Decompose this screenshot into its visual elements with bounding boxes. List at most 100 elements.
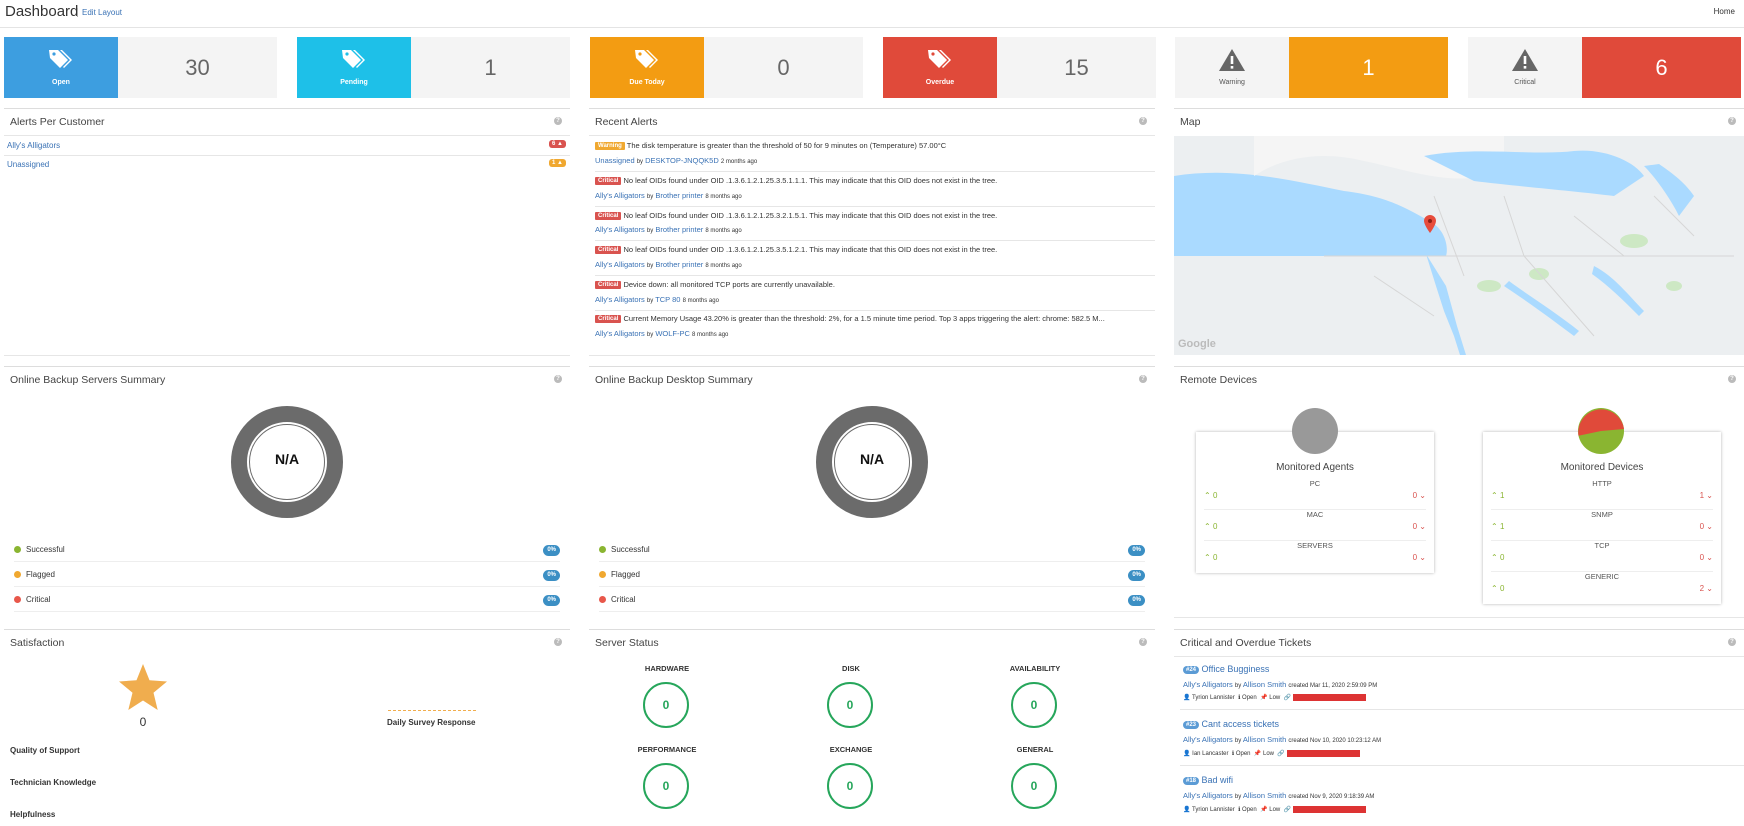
legend-value: 0% <box>1128 570 1145 581</box>
customer-link[interactable]: Ally's Alligators <box>1183 791 1233 800</box>
panel-title: Critical and Overdue Tickets <box>1180 637 1312 649</box>
customer-link[interactable]: Ally's Alligators <box>595 225 645 234</box>
tile-due-today[interactable]: Due Today 0 <box>590 37 863 98</box>
edit-layout-link[interactable]: Edit Layout <box>77 8 122 17</box>
ticket-meta: Ally's Alligators by Allison Smith creat… <box>1183 680 1377 689</box>
ticket-priority: Low <box>1263 751 1275 758</box>
customer-link[interactable]: Ally's Alligators <box>595 329 645 338</box>
status-circle[interactable]: 0 <box>827 682 873 728</box>
panel-title: Recent Alerts <box>595 116 658 128</box>
help-icon[interactable]: ? <box>1139 375 1147 383</box>
device-link[interactable]: WOLF-PC <box>655 329 690 338</box>
down-value: 0 <box>1412 553 1418 562</box>
tile-pending-icon-area: Pending <box>297 37 411 98</box>
alert-item[interactable]: Critical Current Memory Usage 43.20% is … <box>595 314 1149 324</box>
ticket-subject[interactable]: Office Bugginess <box>1201 664 1270 674</box>
level-tag: Critical <box>595 212 622 221</box>
device-link[interactable]: TCP 80 <box>655 295 681 304</box>
help-icon[interactable]: ? <box>554 117 562 125</box>
status-dot <box>599 571 606 579</box>
customer-link[interactable]: Ally's Alligators <box>1183 735 1233 744</box>
alert-item[interactable]: Critical Device down: all monitored TCP … <box>595 280 1149 290</box>
ticket-title-row[interactable]: #23 Cant access tickets <box>1183 719 1279 729</box>
help-icon[interactable]: ? <box>1139 638 1147 646</box>
legend-label: Flagged <box>611 570 640 579</box>
metric-label: Quality of Support <box>10 746 80 755</box>
tile-overdue-label: Overdue <box>925 79 955 86</box>
legend-label: Critical <box>611 595 636 604</box>
status-circle[interactable]: 0 <box>643 763 689 809</box>
device-link[interactable]: Brother printer <box>655 260 704 269</box>
customer-link[interactable]: Ally's Alligators <box>595 295 645 304</box>
backup-desktop-panel: Online Backup Desktop Summary ? N/A Succ… <box>589 366 1155 614</box>
alert-item[interactable]: Critical No leaf OIDs found under OID .1… <box>595 211 1149 221</box>
ticket-title-row[interactable]: #18 Bad wifi <box>1183 775 1233 785</box>
up-count: ⌃ 0 <box>1204 553 1217 562</box>
ticket-title-row[interactable]: #24 Office Bugginess <box>1183 664 1269 674</box>
status-circle[interactable]: 0 <box>827 763 873 809</box>
header-divider <box>0 27 1744 28</box>
agent-link[interactable]: Allison Smith <box>1242 791 1287 800</box>
device-link[interactable]: Brother printer <box>655 225 704 234</box>
tile-due-today-icon-area: Due Today <box>590 37 704 98</box>
help-icon[interactable]: ? <box>554 375 562 383</box>
device-link[interactable]: DESKTOP-JNQQK5D <box>645 156 719 165</box>
tile-pending[interactable]: Pending 1 <box>297 37 570 98</box>
help-icon[interactable]: ? <box>1728 638 1736 646</box>
help-icon[interactable]: ? <box>554 638 562 646</box>
alert-text: The disk temperature is greater than the… <box>626 141 947 150</box>
device-row[interactable]: SNMP ⌃ 1 0 ⌄ <box>1491 510 1713 541</box>
panel-title: Online Backup Servers Summary <box>10 374 166 386</box>
tile-critical[interactable]: Critical 6 <box>1468 37 1741 98</box>
status-circle[interactable]: 0 <box>1011 763 1057 809</box>
tag-icon <box>342 50 365 68</box>
agents-pie-chart <box>1292 408 1338 454</box>
tile-overdue[interactable]: Overdue 15 <box>883 37 1156 98</box>
customer-link[interactable]: Unassigned <box>7 160 50 169</box>
status-circle[interactable]: 0 <box>643 682 689 728</box>
warning-triangle-icon <box>1219 49 1245 71</box>
agent-link[interactable]: Allison Smith <box>1242 735 1287 744</box>
device-link[interactable]: Brother printer <box>655 191 704 200</box>
down-count: 0 ⌄ <box>1700 522 1713 531</box>
help-icon[interactable]: ? <box>1728 375 1736 383</box>
customer-link[interactable]: Ally's Alligators <box>595 191 645 200</box>
tile-warning[interactable]: Warning 1 <box>1175 37 1448 98</box>
map-canvas[interactable]: Google <box>1174 136 1744 355</box>
alert-meta: Ally's Alligators by Brother printer 8 m… <box>595 191 742 200</box>
ticket-subject[interactable]: Cant access tickets <box>1201 719 1280 729</box>
help-icon[interactable]: ? <box>1139 117 1147 125</box>
customer-link[interactable]: Ally's Alligators <box>595 260 645 269</box>
customer-link[interactable]: Ally's Alligators <box>7 141 61 150</box>
arrow-up-icon: ⌃ <box>1491 584 1498 593</box>
alert-item[interactable]: Critical No leaf OIDs found under OID .1… <box>595 176 1149 186</box>
breadcrumb-home[interactable]: Home <box>1713 7 1735 16</box>
tile-critical-icon-area: Critical <box>1468 37 1582 98</box>
alert-item[interactable]: Critical No leaf OIDs found under OID .1… <box>595 245 1149 255</box>
customer-link[interactable]: Ally's Alligators <box>1183 680 1233 689</box>
legend-value: 0% <box>1128 545 1145 556</box>
divider <box>595 275 1155 276</box>
customer-link[interactable]: Unassigned <box>595 156 635 165</box>
help-icon[interactable]: ? <box>1728 117 1736 125</box>
agent-link[interactable]: Allison Smith <box>1242 680 1287 689</box>
device-row[interactable]: GENERIC ⌃ 0 2 ⌄ <box>1491 572 1713 603</box>
ticket-subject[interactable]: Bad wifi <box>1201 775 1234 785</box>
row-name: GENERIC <box>1584 572 1620 581</box>
tile-open[interactable]: Open 30 <box>4 37 277 98</box>
status-circle[interactable]: 0 <box>1011 682 1057 728</box>
card-title: Monitored Devices <box>1560 462 1644 473</box>
legend-value: 0% <box>543 595 560 606</box>
map-marker-icon[interactable] <box>1424 215 1436 233</box>
star-icon <box>119 664 167 710</box>
link-icon: 🔗 <box>1277 751 1285 758</box>
alert-item[interactable]: Warning The disk temperature is greater … <box>595 141 1149 151</box>
tile-pending-label: Pending <box>340 79 368 86</box>
